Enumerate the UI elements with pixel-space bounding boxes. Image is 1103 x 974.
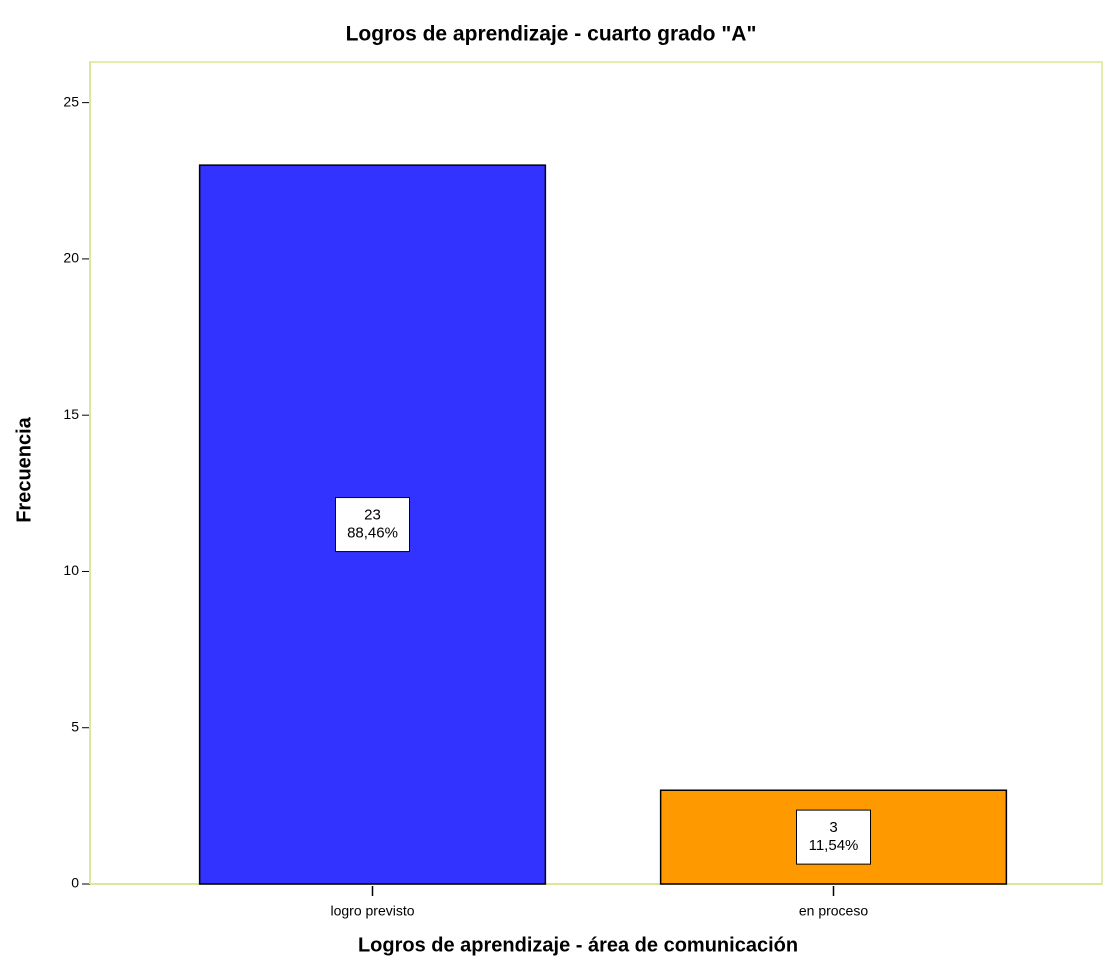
value-label-box xyxy=(796,809,871,865)
y-tick-label: 20 xyxy=(63,250,79,266)
x-tick-label: en proceso xyxy=(799,903,868,919)
y-tick-label: 0 xyxy=(71,875,79,891)
y-axis-title: Frecuencia xyxy=(13,416,35,522)
chart-title: Logros de aprendizaje - cuarto grado "A" xyxy=(346,23,757,46)
value-label: 3 xyxy=(829,819,837,836)
y-tick-label: 15 xyxy=(63,406,79,422)
y-tick-label: 10 xyxy=(63,562,79,578)
x-tick-label: logro previsto xyxy=(330,903,414,919)
percentage-label: 11,54% xyxy=(809,837,859,854)
y-tick-label: 5 xyxy=(71,718,79,734)
value-label-box xyxy=(335,497,410,553)
percentage-label: 88,46% xyxy=(347,525,398,542)
x-axis-title: Logros de aprendizaje - área de comunica… xyxy=(358,934,798,956)
y-tick-label: 25 xyxy=(63,93,79,109)
value-label: 23 xyxy=(364,507,381,524)
